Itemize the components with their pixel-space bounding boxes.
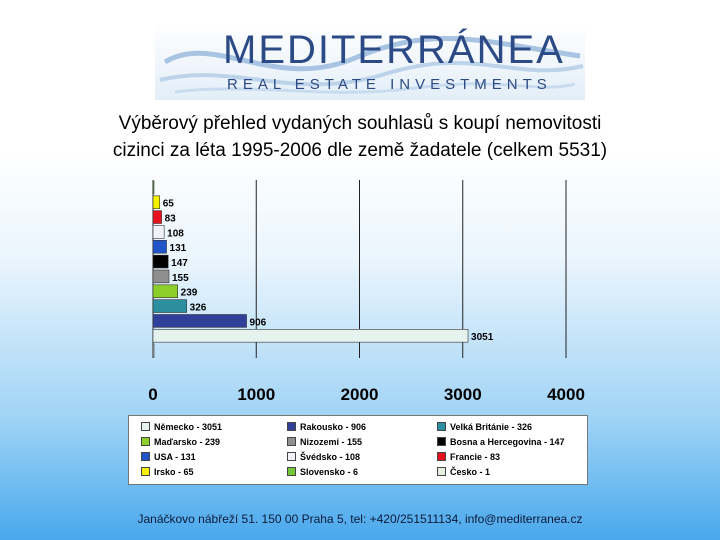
legend-item-10: Irsko - 65 bbox=[141, 466, 194, 479]
legend-swatch bbox=[437, 467, 446, 477]
data-label-6: 147 bbox=[171, 258, 188, 269]
legend-label: Nizozemí - 155 bbox=[300, 437, 363, 447]
legend-swatch bbox=[437, 437, 446, 447]
chart-legend: Německo - 3051 Rakousko - 906 Velká Britán… bbox=[128, 415, 588, 485]
legend-label: Francie - 83 bbox=[450, 452, 501, 462]
legend-label: Irsko - 65 bbox=[154, 467, 194, 477]
data-label-9: 83 bbox=[165, 214, 177, 225]
data-label-4: 239 bbox=[181, 288, 198, 299]
legend-item-6: Bosna a Hercegovina - 147 bbox=[437, 436, 565, 449]
bar-5 bbox=[152, 269, 170, 284]
data-label-5: 155 bbox=[172, 273, 189, 284]
bar-0 bbox=[152, 343, 155, 358]
x-tick-label: 1000 bbox=[237, 385, 275, 404]
bar-chart: 65 83 108 131 147 155 239 326 906 3051 0 1000 2000 3… bbox=[148, 180, 585, 404]
bar-1 bbox=[152, 329, 469, 343]
data-label-2: 906 bbox=[250, 317, 267, 328]
bar-11 bbox=[152, 180, 155, 195]
chart-x-tick-labels: 0 1000 2000 3000 4000 bbox=[148, 385, 585, 404]
legend-item-8: Švédsko - 108 bbox=[287, 451, 360, 464]
legend-label: Rakousko - 906 bbox=[300, 422, 367, 432]
logo-tagline: REAL ESTATE INVESTMENTS bbox=[227, 76, 552, 93]
footer-contact: Janáčkovo nábřeží 51. 150 00 Praha 5, te… bbox=[137, 512, 583, 526]
bar-4 bbox=[152, 284, 178, 298]
chart-bars bbox=[152, 180, 469, 358]
legend-item-1: Německo - 3051 bbox=[141, 421, 222, 434]
legend-swatch bbox=[141, 422, 150, 432]
chart-title-line1: Výběrový přehled vydaných souhlasů s kou… bbox=[118, 113, 602, 134]
chart-title-line2: cizinci za léta 1995-2006 dle země žadat… bbox=[112, 140, 608, 161]
bar-3 bbox=[152, 299, 187, 313]
legend-item-9: Francie - 83 bbox=[437, 451, 500, 464]
legend-swatch bbox=[287, 467, 296, 477]
data-label-8: 108 bbox=[167, 228, 184, 239]
legend-swatch bbox=[437, 452, 446, 462]
legend-swatch bbox=[141, 452, 150, 462]
wave-logo-graphic bbox=[159, 36, 584, 94]
data-label-7: 131 bbox=[170, 243, 187, 254]
company-logo: MEDITERRÁNEA REAL ESTATE INVESTMENTS bbox=[155, 22, 585, 100]
bar-6 bbox=[152, 254, 169, 269]
legend-swatch bbox=[141, 437, 150, 447]
data-label-10: 65 bbox=[163, 199, 175, 210]
legend-swatch bbox=[287, 452, 296, 462]
legend-swatch bbox=[287, 437, 296, 447]
legend-item-4: Maďarsko - 239 bbox=[141, 436, 220, 449]
legend-item-3: Velká Británie - 326 bbox=[437, 421, 532, 434]
legend-item-0: Česko - 1 bbox=[437, 466, 490, 479]
legend-item-11: Slovensko - 6 bbox=[287, 466, 358, 479]
chart-title: Výběrový přehled vydaných souhlasů s kou… bbox=[30, 110, 690, 164]
legend-label: Bosna a Hercegovina - 147 bbox=[450, 437, 565, 447]
x-tick-label: 2000 bbox=[341, 385, 379, 404]
chart-gridlines bbox=[152, 180, 567, 358]
bar-7 bbox=[152, 240, 167, 254]
data-label-3: 326 bbox=[190, 303, 207, 314]
legend-label: USA - 131 bbox=[154, 452, 196, 462]
x-tick-label: 0 bbox=[148, 385, 157, 404]
data-label-1: 3051 bbox=[471, 332, 494, 343]
legend-swatch bbox=[437, 422, 446, 432]
chart-data-labels: 65 83 108 131 147 155 239 326 906 3051 bbox=[163, 199, 494, 343]
bar-10 bbox=[152, 195, 161, 209]
legend-swatch bbox=[141, 467, 150, 477]
legend-item-2: Rakousko - 906 bbox=[287, 421, 366, 434]
legend-label: Velká Británie - 326 bbox=[450, 422, 533, 432]
logo-brand-text: MEDITERRÁNEA bbox=[223, 28, 565, 72]
legend-label: Švédsko - 108 bbox=[300, 452, 361, 462]
x-tick-label: 3000 bbox=[444, 385, 482, 404]
legend-label: Slovensko - 6 bbox=[300, 467, 359, 477]
bar-2 bbox=[152, 314, 247, 328]
legend-swatch bbox=[287, 422, 296, 432]
x-tick-label: 4000 bbox=[547, 385, 585, 404]
legend-label: Maďarsko - 239 bbox=[154, 437, 221, 447]
legend-item-5: Nizozemí - 155 bbox=[287, 436, 362, 449]
legend-label: Česko - 1 bbox=[450, 467, 491, 477]
bar-9 bbox=[152, 210, 162, 224]
legend-item-7: USA - 131 bbox=[141, 451, 196, 464]
legend-label: Německo - 3051 bbox=[154, 422, 223, 432]
bar-8 bbox=[152, 225, 165, 239]
